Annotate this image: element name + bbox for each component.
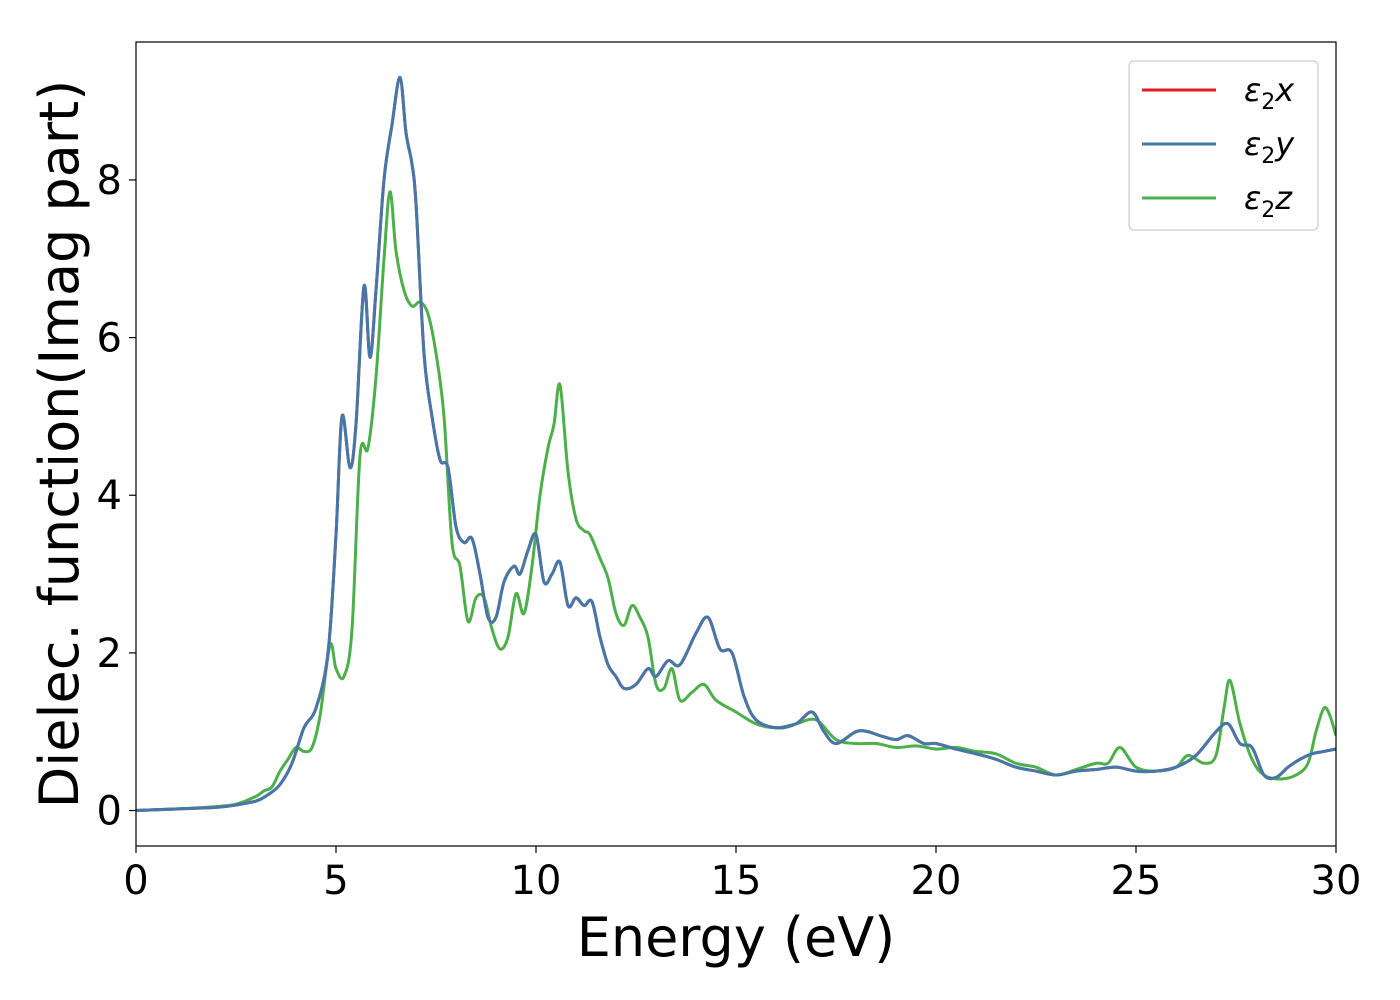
x-axis-label: Energy (eV)	[577, 906, 896, 969]
y-tick-label: 4	[97, 473, 122, 519]
x-tick-label: 25	[1111, 858, 1162, 904]
y-axis: 0 2 4 6 8	[97, 158, 136, 835]
y-tick-label: 8	[97, 158, 122, 204]
legend-box	[1128, 60, 1319, 231]
x-tick-label: 10	[511, 858, 562, 904]
x-tick-label: 15	[711, 858, 762, 904]
x-tick-label: 30	[1311, 858, 1362, 904]
y-axis-label: Dielec. function(Imag part)	[28, 80, 91, 809]
legend-label: ε2z	[1244, 179, 1293, 223]
x-axis: 0 5 10 15 20 25 30	[123, 846, 1361, 904]
series-line-eps2y	[136, 75, 1336, 813]
y-tick-label: 0	[97, 789, 122, 835]
legend-label: ε2y	[1244, 125, 1295, 169]
legend: ε2x ε2y ε2z	[1128, 60, 1319, 231]
y-tick-label: 2	[97, 631, 122, 677]
x-tick-label: 5	[323, 858, 348, 904]
series-line-eps2z	[136, 190, 1336, 813]
y-tick-label: 6	[97, 316, 122, 362]
x-tick-label: 0	[123, 858, 148, 904]
legend-label: ε2x	[1244, 71, 1295, 115]
series-layer	[136, 75, 1336, 813]
x-tick-label: 20	[911, 858, 962, 904]
